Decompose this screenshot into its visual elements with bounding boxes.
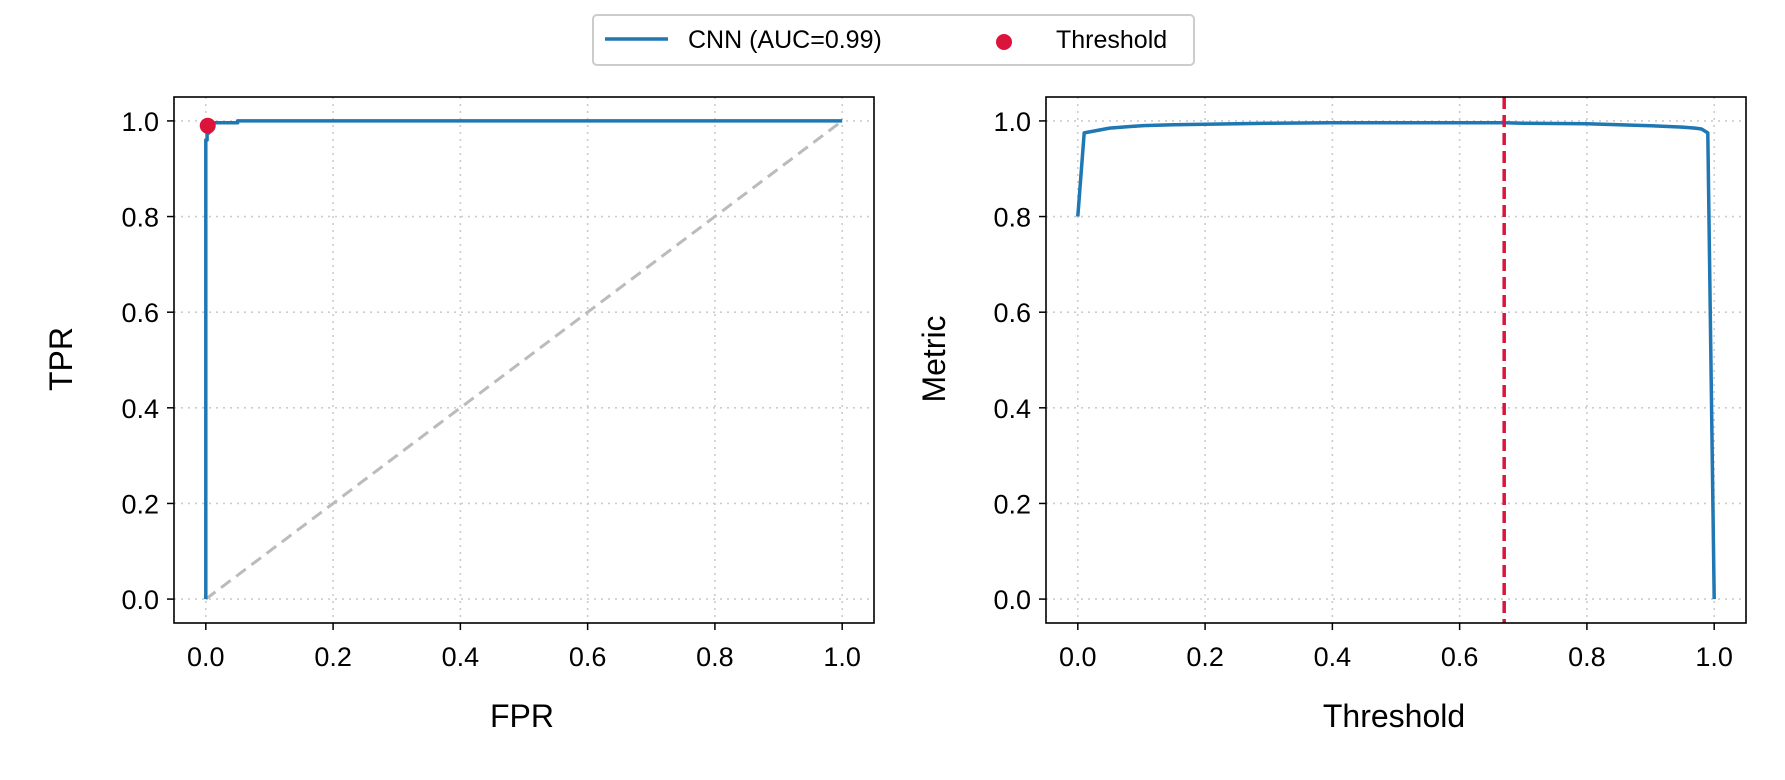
roc-y-tick-label: 1.0 [121, 107, 159, 137]
roc-y-tick-label: 0.8 [121, 203, 159, 233]
legend-swatch-threshold [996, 34, 1012, 50]
roc-x-tick-label: 0.4 [442, 642, 480, 672]
roc-y-tick-label: 0.6 [121, 298, 159, 328]
roc-threshold-marker [199, 117, 216, 134]
metric-axes-frame [1045, 96, 1747, 624]
roc-x-tick-label: 0.6 [569, 642, 607, 672]
roc-y-tick-label: 0.0 [121, 585, 159, 615]
roc-y-tick-label: 0.4 [121, 394, 159, 424]
metric-y-tick-label: 0.6 [993, 298, 1031, 328]
legend-frame [592, 14, 1195, 66]
roc-axes-frame [173, 96, 875, 624]
metric-x-tick-label: 1.0 [1695, 642, 1733, 672]
roc-x-axis-label: FPR [490, 698, 554, 734]
roc-panel: 0.0 0.2 0.4 0.6 0.8 1.0 0.0 0.2 0.4 0.6 0.8 1.0 FPR… [43, 96, 875, 734]
roc-x-tick-label: 1.0 [823, 642, 861, 672]
legend-label-cnn: CNN (AUC=0.99) [688, 26, 882, 54]
roc-x-tick-label: 0.2 [314, 642, 352, 672]
metric-y-tick-label: 0.2 [993, 489, 1031, 519]
metric-y-tick-label: 1.0 [993, 107, 1031, 137]
roc-x-tick-label: 0.8 [696, 642, 734, 672]
metric-x-axis-label: Threshold [1323, 698, 1465, 734]
metric-panel: 0.0 0.2 0.4 0.6 0.8 1.0 0.0 0.2 0.4 0.6 0.8 1.0 Thr… [916, 96, 1747, 734]
metric-y-tick-label: 0.8 [993, 203, 1031, 233]
metric-y-tick-label: 0.0 [993, 585, 1031, 615]
metric-x-tick-label: 0.0 [1059, 642, 1097, 672]
metric-x-tick-label: 0.6 [1441, 642, 1479, 672]
metric-series-line [1076, 121, 1716, 600]
metric-x-tick-label: 0.8 [1568, 642, 1606, 672]
legend-label-threshold: Threshold [1056, 26, 1167, 54]
roc-y-tick-label: 0.2 [121, 489, 159, 519]
roc-y-axis-label: TPR [43, 327, 79, 391]
roc-x-tick-label: 0.0 [187, 642, 225, 672]
metric-x-tick-label: 0.2 [1186, 642, 1224, 672]
legend: CNN (AUC=0.99) Threshold [592, 14, 1195, 66]
metric-x-tick-label: 0.4 [1314, 642, 1352, 672]
metric-y-tick-label: 0.4 [993, 394, 1031, 424]
metric-y-axis-label: Metric [916, 315, 952, 402]
